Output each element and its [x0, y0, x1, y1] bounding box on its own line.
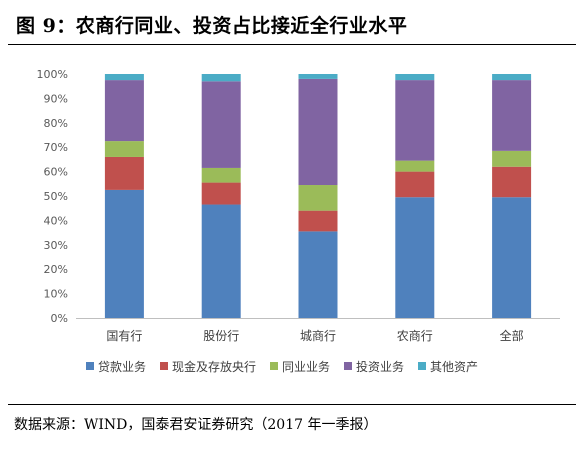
- y-tick-label: 70%: [44, 141, 68, 154]
- legend-label: 贷款业务: [98, 359, 146, 374]
- bar-segment: [492, 166, 532, 198]
- y-tick-label: 60%: [44, 166, 68, 179]
- source-rule: [8, 404, 576, 405]
- bar-segment: [395, 197, 435, 318]
- y-tick-label: 10%: [44, 288, 68, 301]
- bar-segment: [492, 150, 532, 167]
- legend-swatch: [160, 362, 168, 370]
- bar-segment: [298, 74, 338, 79]
- bar-segment: [395, 74, 435, 81]
- legend-swatch: [86, 362, 94, 370]
- legend-label: 其他资产: [430, 360, 478, 374]
- legend-label: 投资业务: [356, 359, 404, 374]
- bar-segment: [492, 74, 532, 81]
- y-tick-label: 90%: [44, 92, 68, 105]
- source-note: 数据来源：WIND，国泰君安证券研究（2017 年一季报）: [14, 417, 378, 433]
- figure-title: 图 9：农商行同业、投资占比接近全行业水平: [16, 15, 408, 37]
- axes-layer: 国有行 股份行 城商行 农商行 全部 0% 10% 20% 30% 40% 50% 60% 70% 80%…: [37, 68, 560, 343]
- legend-swatch: [270, 362, 278, 370]
- bar-segment: [201, 167, 241, 183]
- bar-segment: [104, 80, 144, 142]
- y-tick-label: 30%: [44, 239, 68, 252]
- bar-segment: [395, 171, 435, 198]
- bar-segment: [201, 81, 241, 168]
- bar-segment: [201, 182, 241, 205]
- bar-segment: [395, 160, 435, 172]
- bar-segment: [492, 80, 532, 151]
- legend-label: 现金及存放央行: [172, 359, 256, 374]
- bar-segment: [201, 74, 241, 82]
- bars-layer: [104, 74, 532, 318]
- y-tick-label: 100%: [37, 68, 68, 81]
- bar-segment: [104, 189, 144, 318]
- legend-swatch: [344, 362, 352, 370]
- bar-segment: [298, 185, 338, 211]
- y-tick-label: 0%: [51, 312, 68, 325]
- legend: 贷款业务 现金及存放央行 同业业务 投资业务 其他资产: [86, 359, 478, 374]
- x-tick-label: 全部: [500, 328, 524, 343]
- y-tick-label: 80%: [44, 117, 68, 130]
- x-tick-label: 股份行: [203, 329, 239, 343]
- bar-segment: [395, 80, 435, 161]
- title-rule: [8, 44, 576, 45]
- y-tick-label: 50%: [44, 190, 68, 203]
- y-tick-label: 20%: [44, 263, 68, 276]
- bar-segment: [298, 78, 338, 186]
- bar-segment: [201, 204, 241, 318]
- bar-segment: [104, 141, 144, 157]
- legend-label: 同业业务: [282, 359, 330, 374]
- x-tick-label: 农商行: [397, 328, 433, 343]
- bar-segment: [104, 74, 144, 81]
- bar-segment: [492, 197, 532, 318]
- bar-segment: [298, 231, 338, 318]
- x-tick-label: 城商行: [300, 328, 336, 343]
- bar-segment: [298, 210, 338, 232]
- legend-swatch: [418, 362, 426, 370]
- y-tick-label: 40%: [44, 214, 68, 227]
- bar-segment: [104, 156, 144, 190]
- figure-header: 图 9：农商行同业、投资占比接近全行业水平: [0, 0, 584, 46]
- x-tick-label: 国有行: [106, 329, 142, 343]
